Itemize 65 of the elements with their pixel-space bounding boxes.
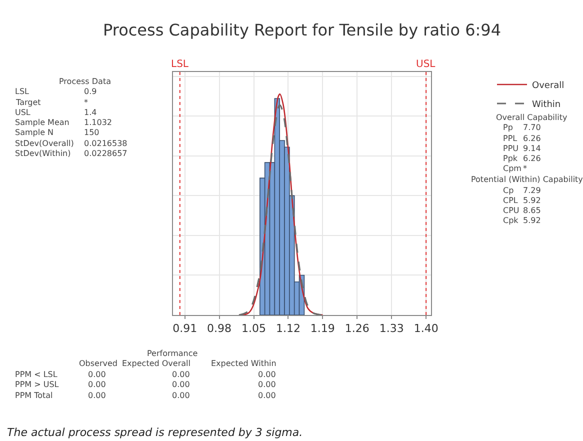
text: 0.00	[88, 370, 106, 379]
text: 0.00	[258, 380, 276, 389]
legend-label: Overall	[532, 81, 564, 92]
x-tick-label: 0.98	[207, 322, 232, 336]
text: 5.92	[523, 216, 541, 225]
text: Sample N	[15, 128, 54, 137]
text: Ppk	[503, 154, 518, 163]
text: 6.26	[523, 154, 541, 163]
text: 0.00	[88, 380, 106, 389]
ref-line-label: USL	[416, 59, 436, 70]
text: *	[523, 164, 527, 173]
text: PPU	[503, 144, 519, 153]
text: Process Data	[59, 77, 112, 86]
text: USL	[15, 108, 31, 117]
text: PPM > USL	[15, 380, 60, 389]
text: 0.0216538	[84, 139, 128, 148]
x-tick-label: 1.33	[379, 322, 404, 336]
text: Expected Overall	[122, 359, 190, 368]
text: *	[84, 98, 88, 107]
text: PPM Total	[15, 391, 53, 400]
text: CPU	[503, 206, 520, 215]
text: LSL	[15, 87, 30, 96]
text: Sample Mean	[15, 118, 70, 127]
text: StDev(Within)	[15, 149, 71, 158]
text: Performance	[147, 349, 198, 358]
text: 0.00	[172, 391, 190, 400]
text: Expected Within	[211, 359, 276, 368]
text: Cpk	[503, 216, 519, 225]
x-tick-label: 0.91	[172, 322, 198, 336]
x-tick-label: 1.12	[276, 322, 300, 336]
text: 9.14	[523, 144, 541, 153]
x-tick-label: 1.19	[310, 322, 335, 336]
text: 7.70	[523, 123, 541, 132]
text: Pp	[503, 123, 513, 132]
ref-line-label: LSL	[171, 59, 189, 70]
text: 1.4	[84, 108, 97, 117]
text: 0.0228657	[84, 149, 128, 158]
text: 6.26	[523, 134, 541, 143]
text: Potential (Within) Capability	[471, 175, 583, 184]
text: StDev(Overall)	[15, 139, 74, 148]
text: 0.9	[84, 87, 97, 96]
text: Overall Capability	[496, 113, 568, 122]
text: 0.00	[258, 370, 276, 379]
text: PPL	[503, 134, 518, 143]
text: 150	[84, 128, 100, 137]
text: Cpm	[503, 164, 522, 173]
text: The actual process spread is represented by 3 sigma.	[7, 426, 303, 439]
text: 8.65	[523, 206, 541, 215]
x-tick-label: 1.05	[242, 322, 266, 336]
x-tick-label: 1.40	[414, 322, 438, 336]
chart-title: Process Capability Report for Tensile by ratio 6:94	[102, 20, 502, 40]
text: 0.00	[258, 391, 276, 400]
text: Observed	[79, 359, 118, 368]
text: 0.00	[88, 391, 106, 400]
text: 1.1032	[84, 118, 112, 127]
text: 5.92	[523, 196, 541, 205]
x-tick-label: 1.26	[344, 322, 370, 336]
text: 0.00	[172, 370, 190, 379]
legend-label: Within	[532, 100, 561, 110]
text: Cp	[503, 186, 514, 195]
text: 7.29	[523, 186, 541, 195]
text: CPL	[503, 196, 518, 205]
text: Target	[15, 98, 41, 107]
text: PPM < LSL	[15, 370, 58, 379]
text: 0.00	[172, 380, 190, 389]
